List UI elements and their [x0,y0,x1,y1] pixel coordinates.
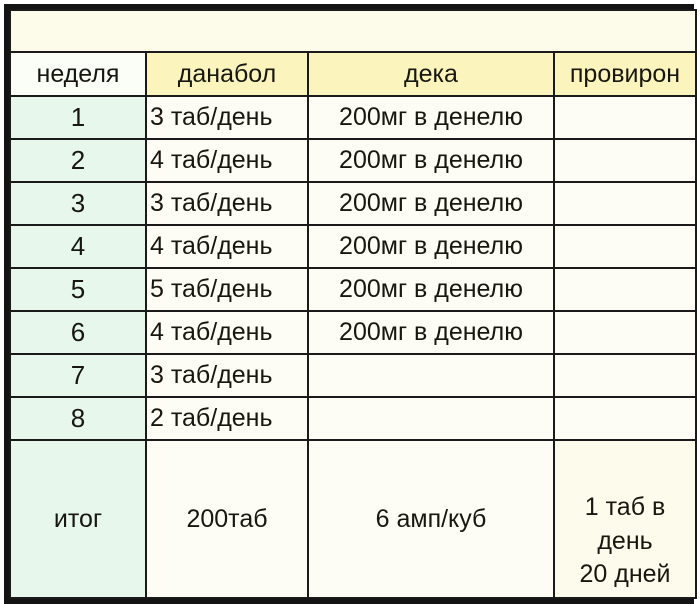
cell-deka [307,353,555,398]
table-frame: неделя данабол дека провирон 1 3 таб/ден… [4,4,697,604]
proviron-dose-line-1: 1 таб в [584,493,666,522]
cell-proviron [553,181,697,226]
table-header-row: неделя данабол дека провирон [9,51,697,97]
cell-proviron [553,267,697,312]
cell-week: 4 [9,224,147,269]
cell-proviron [553,353,697,398]
banner-cell [9,9,697,53]
table-row: 2 4 таб/день 200мг в денелю [9,138,697,183]
cell-deka: 200мг в денелю [307,224,555,269]
table-row: 8 2 таб/день [9,396,697,441]
cell-week: 7 [9,353,147,398]
cell-danabol: 3 таб/день [145,353,309,398]
cell-danabol: 5 таб/день [145,267,309,312]
cell-week: 3 [9,181,147,226]
column-header-proviron: провирон [553,51,697,97]
cell-total-deka: 6 амп/куб [307,439,555,599]
cell-deka: 200мг в денелю [307,267,555,312]
cell-proviron [553,310,697,355]
table-row: 4 4 таб/день 200мг в денелю [9,224,697,269]
cell-deka: 200мг в денелю [307,181,555,226]
cell-deka: 200мг в денелю [307,138,555,183]
cell-danabol: 4 таб/день [145,310,309,355]
table-row: 3 3 таб/день 200мг в денелю [9,181,697,226]
cell-deka: 200мг в денелю [307,95,555,140]
table-row: 5 5 таб/день 200мг в денелю [9,267,697,312]
cell-danabol: 3 таб/день [145,95,309,140]
cell-proviron [553,95,697,140]
cell-total-week: итог [9,439,147,599]
table-total-row: итог 200таб 6 амп/куб 1 таб в день 20 дн… [9,439,697,599]
cycle-schedule-table: неделя данабол дека провирон 1 3 таб/ден… [9,9,697,599]
cell-week: 5 [9,267,147,312]
table-row: 1 3 таб/день 200мг в денелю [9,95,697,140]
column-header-week: неделя [9,51,147,97]
table-row: 6 4 таб/день 200мг в денелю [9,310,697,355]
cell-danabol: 3 таб/день [145,181,309,226]
column-header-deka: дека [307,51,555,97]
cell-danabol: 2 таб/день [145,396,309,441]
table-banner-row [9,9,697,53]
proviron-dose-line-2: день [597,526,653,555]
column-header-danabol: данабол [145,51,309,97]
cell-week: 2 [9,138,147,183]
cell-week: 6 [9,310,147,355]
cell-proviron [553,224,697,269]
cell-proviron [553,396,697,441]
cell-deka [307,396,555,441]
cell-danabol: 4 таб/день [145,224,309,269]
spreadsheet-canvas: неделя данабол дека провирон 1 3 таб/ден… [4,4,697,604]
cell-total-proviron: 1 таб в день 20 дней [553,439,697,599]
cell-danabol: 4 таб/день [145,138,309,183]
proviron-duration-line-3: 20 дней [579,559,671,588]
cell-deka: 200мг в денелю [307,310,555,355]
cell-week: 8 [9,396,147,441]
cell-total-danabol: 200таб [145,439,309,599]
cell-proviron [553,138,697,183]
cell-week: 1 [9,95,147,140]
table-row: 7 3 таб/день [9,353,697,398]
